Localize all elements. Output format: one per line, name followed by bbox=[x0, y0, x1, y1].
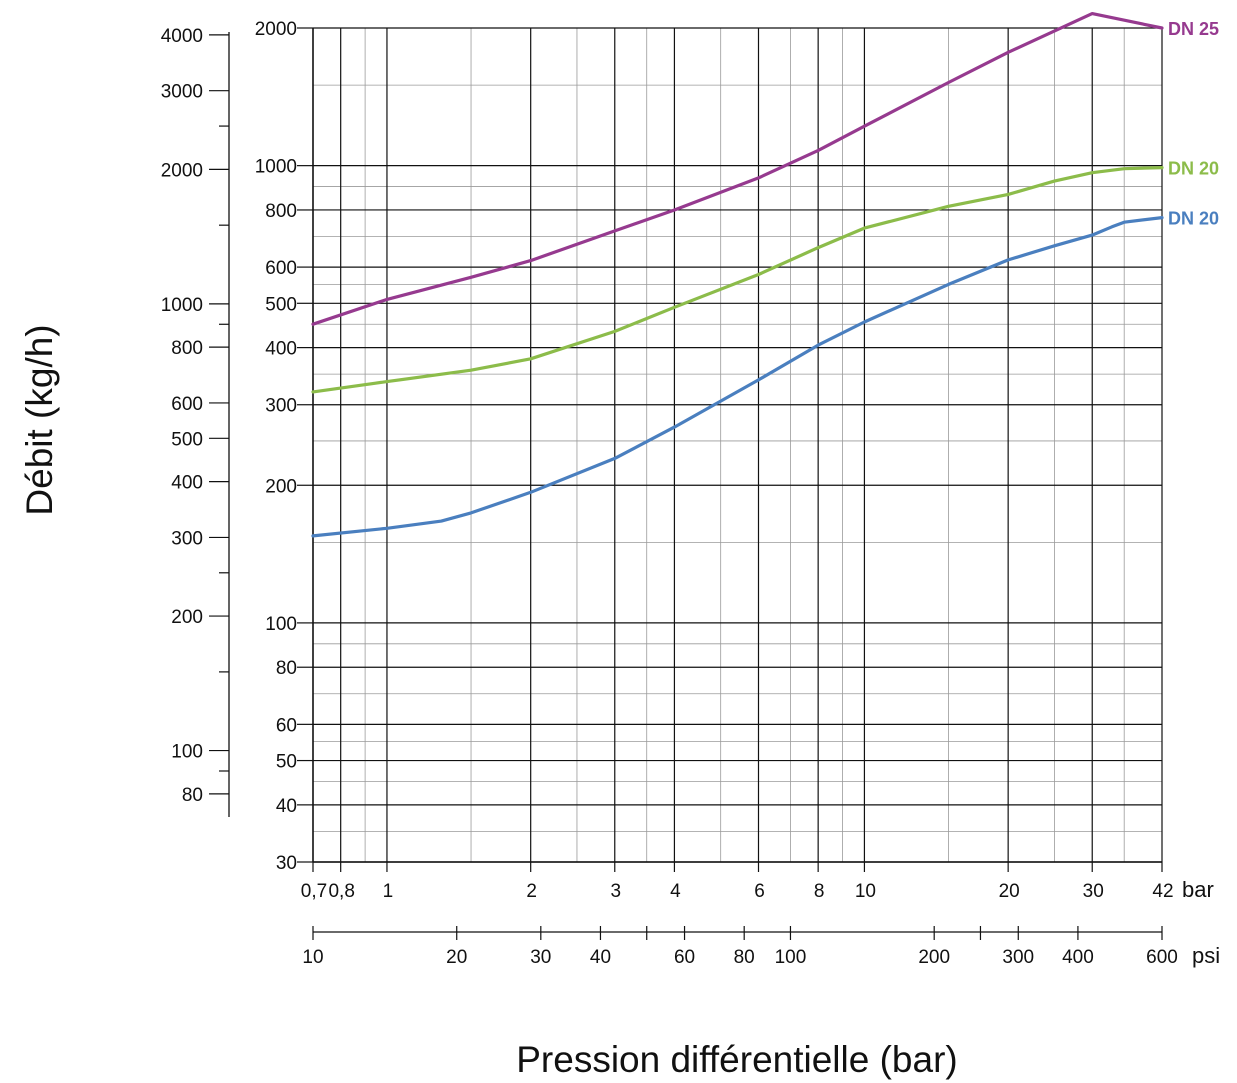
x-axis: 0,7 0,8 1 2 3 4 6 8 10 20 30 42 bbox=[301, 861, 1174, 902]
secondary-x-tick-label: 80 bbox=[734, 947, 755, 968]
y-tick-label: 400 bbox=[265, 339, 297, 360]
y-tick-label: 30 bbox=[276, 853, 297, 874]
x-tick-label: 10 bbox=[855, 881, 876, 902]
y-tick-label: 40 bbox=[276, 796, 297, 817]
x-tick-label: 0,8 bbox=[328, 881, 354, 902]
x-tick-label: 2 bbox=[526, 881, 537, 902]
secondary-x-tick-label: 40 bbox=[590, 947, 611, 968]
x-tick-label: 20 bbox=[999, 881, 1020, 902]
secondary-y-tick-label: 4000 bbox=[161, 26, 203, 47]
secondary-x-tick-label: 300 bbox=[1002, 947, 1034, 968]
secondary-y-tick-label: 2000 bbox=[161, 160, 203, 181]
series-label-3: DN 20 bbox=[1168, 209, 1219, 229]
secondary-y-axis: 4000 3000 2000 1000 800 600 500 400 300 200 100 80 bbox=[161, 26, 230, 817]
secondary-y-tick-label: 300 bbox=[171, 528, 203, 549]
series-line-2 bbox=[311, 166, 1164, 394]
series: DN 25 DN 20 DN 20 bbox=[311, 12, 1219, 538]
secondary-y-tick-label: 500 bbox=[171, 429, 203, 450]
y-tick-label: 80 bbox=[276, 658, 297, 679]
secondary-y-tick-label: 100 bbox=[171, 742, 203, 763]
secondary-y-tick-label: 3000 bbox=[161, 82, 203, 103]
secondary-y-tick-label: 800 bbox=[171, 338, 203, 359]
series-label-2: DN 20 bbox=[1168, 159, 1219, 179]
y-tick-label: 50 bbox=[276, 752, 297, 773]
y-tick-label: 300 bbox=[265, 396, 297, 417]
secondary-x-axis: 10 20 30 40 60 80 100 200 300 400 600 bbox=[302, 926, 1178, 968]
secondary-y-tick-label: 1000 bbox=[161, 295, 203, 316]
series-line-1 bbox=[311, 12, 1164, 326]
y-tick-label: 800 bbox=[265, 201, 297, 222]
secondary-x-tick-label: 200 bbox=[918, 947, 950, 968]
secondary-x-tick-label: 10 bbox=[302, 947, 323, 968]
x-tick-label: 3 bbox=[610, 881, 621, 902]
secondary-x-tick-label: 600 bbox=[1146, 947, 1178, 968]
x-tick-label: 4 bbox=[670, 881, 681, 902]
secondary-x-tick-label: 60 bbox=[674, 947, 695, 968]
x-axis-title: Pression différentielle (bar) bbox=[516, 1039, 957, 1080]
grid bbox=[312, 27, 1163, 863]
y-tick-label: 100 bbox=[265, 614, 297, 635]
y-tick-label: 600 bbox=[265, 258, 297, 279]
secondary-y-tick-label: 200 bbox=[171, 607, 203, 628]
y-axis: 2000 1000 800 600 500 400 300 200 100 80 60 50 40 30 bbox=[255, 19, 314, 874]
y-tick-label: 2000 bbox=[255, 19, 297, 40]
y-tick-label: 60 bbox=[276, 715, 297, 736]
x-tick-label: 6 bbox=[754, 881, 765, 902]
y-tick-label: 200 bbox=[265, 476, 297, 497]
x-tick-label: 42 bbox=[1152, 881, 1173, 902]
x-axis-unit: bar bbox=[1182, 877, 1214, 902]
y-axis-title: Débit (kg/h) bbox=[19, 324, 60, 515]
series-line-3 bbox=[311, 216, 1164, 538]
series-label-1: DN 25 bbox=[1168, 19, 1219, 39]
x-tick-label: 8 bbox=[814, 881, 825, 902]
secondary-x-axis-unit: psi bbox=[1192, 943, 1220, 968]
x-tick-label: 1 bbox=[383, 881, 394, 902]
x-tick-label: 30 bbox=[1083, 881, 1104, 902]
secondary-x-tick-label: 20 bbox=[446, 947, 467, 968]
y-tick-label: 500 bbox=[265, 294, 297, 315]
x-tick-label: 0,7 bbox=[301, 881, 327, 902]
secondary-y-tick-label: 80 bbox=[182, 785, 203, 806]
secondary-x-tick-label: 400 bbox=[1062, 947, 1094, 968]
secondary-y-tick-label: 400 bbox=[171, 473, 203, 494]
secondary-x-tick-label: 100 bbox=[775, 947, 807, 968]
secondary-y-tick-label: 600 bbox=[171, 394, 203, 415]
secondary-x-tick-label: 30 bbox=[530, 947, 551, 968]
y-tick-label: 1000 bbox=[255, 157, 297, 178]
